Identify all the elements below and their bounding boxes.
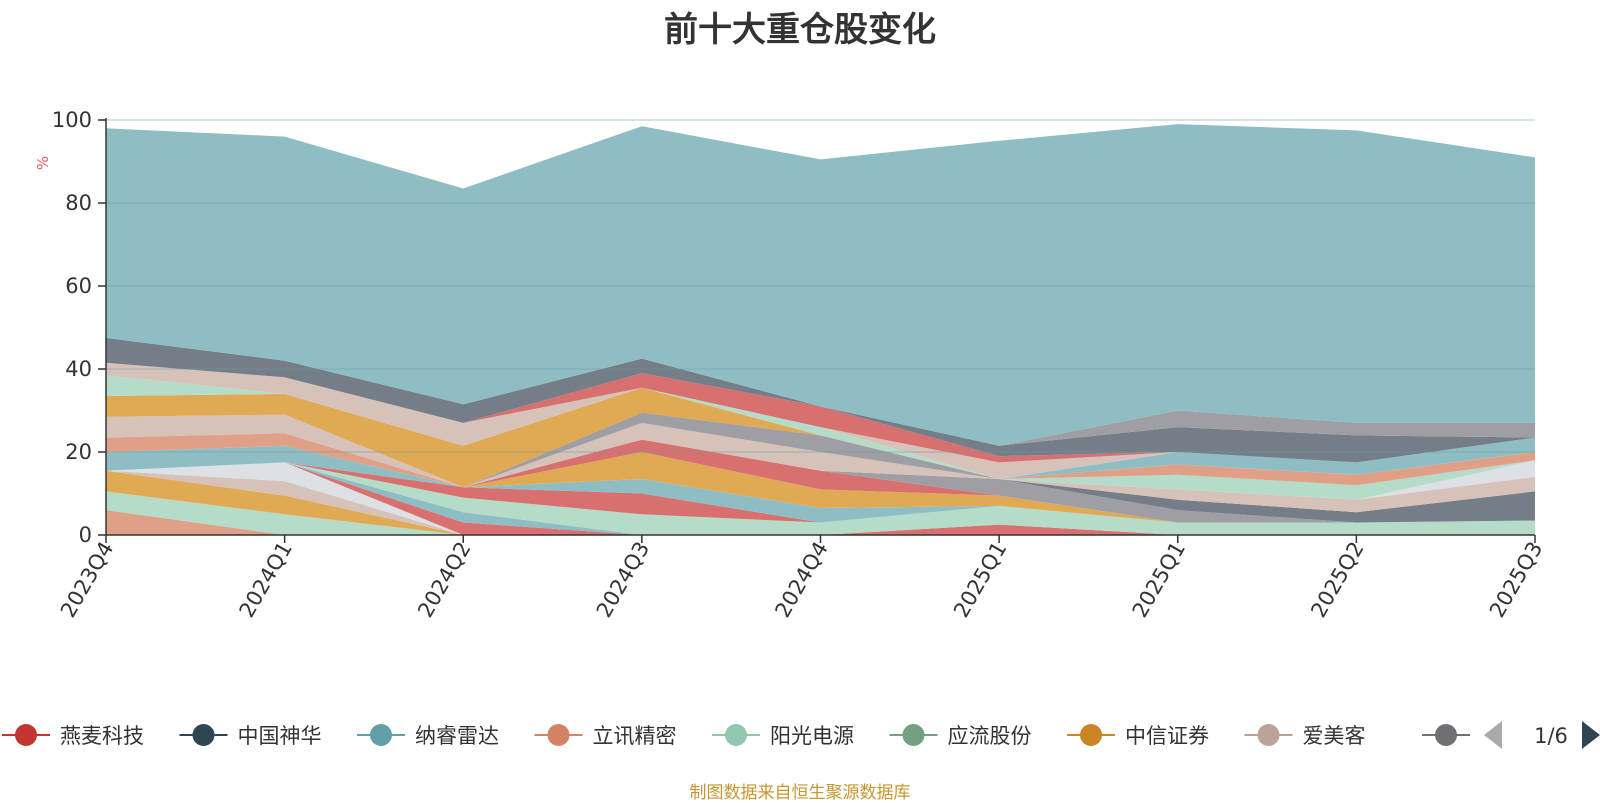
y-tick-label: 40	[65, 357, 92, 381]
legend-next-page-icon[interactable]	[1582, 721, 1600, 749]
legend-item[interactable]: 中	[1422, 724, 1501, 748]
legend-item-label: 应流股份	[948, 724, 1032, 748]
legend-item[interactable]: 爱美客	[1244, 724, 1366, 748]
area-series-11	[106, 439, 1535, 523]
legend-item-label: 中信证券	[1125, 724, 1209, 748]
x-tick-label: 2024Q2	[413, 538, 475, 622]
area-series-15	[106, 439, 1535, 500]
area-series-13	[106, 439, 1535, 523]
area-series-5	[106, 462, 1535, 535]
legend-page-indicator: 1/6	[1534, 724, 1568, 748]
area-series-16	[106, 433, 1535, 500]
legend-item[interactable]: 中信证券	[1067, 724, 1209, 748]
x-tick-label: 2025Q1	[1128, 538, 1190, 622]
area-series-21	[106, 412, 1535, 488]
source-note: 制图数据来自恒生聚源数据库	[689, 783, 911, 803]
legend-item-label: 燕麦科技	[60, 724, 144, 748]
x-tick-label: 2023Q4	[56, 538, 118, 622]
legend-item[interactable]: 中国神华	[179, 724, 322, 748]
plot-areas	[106, 124, 1535, 535]
y-tick-label: 0	[79, 523, 92, 547]
area-series-25	[106, 362, 1535, 463]
legend-item-label: 中国神华	[238, 724, 322, 748]
y-tick-label: 100	[52, 108, 92, 132]
area-series-7	[106, 462, 1535, 535]
x-tick-label: 2024Q4	[770, 538, 832, 622]
legend-item-label: 纳睿雷达	[415, 724, 499, 748]
legend-item[interactable]: 纳睿雷达	[357, 724, 499, 748]
x-tick-label: 2025Q3	[1485, 538, 1547, 622]
y-tick-label: 20	[65, 440, 92, 464]
area-series-22	[106, 387, 1535, 488]
grid-lines	[106, 119, 1535, 453]
legend-item-label: 爱美客	[1303, 724, 1366, 748]
area-series-6	[106, 462, 1535, 535]
y-axis-label: %	[34, 156, 52, 170]
area-series-0	[106, 510, 1535, 535]
legend-item[interactable]: 应流股份	[889, 724, 1032, 748]
area-series-10	[106, 445, 1535, 523]
x-tick-label: 2025Q1	[949, 538, 1011, 622]
area-series-14	[106, 439, 1535, 513]
legend: 燕麦科技 中国神华 纳睿雷达 立讯精密 阳光电源 应流股份 中信证券 爱美客 中 1/6	[2, 721, 1600, 749]
area-series-18	[106, 414, 1535, 500]
area-series-26	[106, 337, 1535, 463]
area-series-4	[106, 462, 1535, 535]
legend-item[interactable]: 燕麦科技	[2, 724, 144, 748]
area-series-24	[106, 362, 1535, 479]
legend-item[interactable]: 阳光电源	[712, 724, 854, 748]
area-series-28	[106, 124, 1535, 446]
legend-item-label: 中	[1480, 724, 1501, 748]
legend-item[interactable]: 立讯精密	[534, 724, 677, 748]
legend-item-label: 阳光电源	[770, 724, 854, 748]
chart-title: 前十大重仓股变化	[664, 10, 936, 50]
y-tick-label: 60	[65, 274, 92, 298]
x-tick-label: 2025Q2	[1306, 538, 1368, 622]
y-tick-label: 80	[65, 191, 92, 215]
area-series-19	[106, 414, 1535, 488]
legend-prev-page-icon[interactable]	[1484, 721, 1502, 749]
x-tick-label: 2024Q3	[592, 538, 654, 622]
legend-item-label: 立讯精密	[593, 724, 677, 748]
area-series-27	[106, 337, 1535, 446]
legend-items: 燕麦科技 中国神华 纳睿雷达 立讯精密 阳光电源 应流股份 中信证券 爱美客 中	[2, 724, 1501, 748]
x-tick-label: 2024Q1	[234, 538, 296, 622]
area-series-9	[106, 445, 1535, 523]
area-series-17	[106, 414, 1535, 500]
